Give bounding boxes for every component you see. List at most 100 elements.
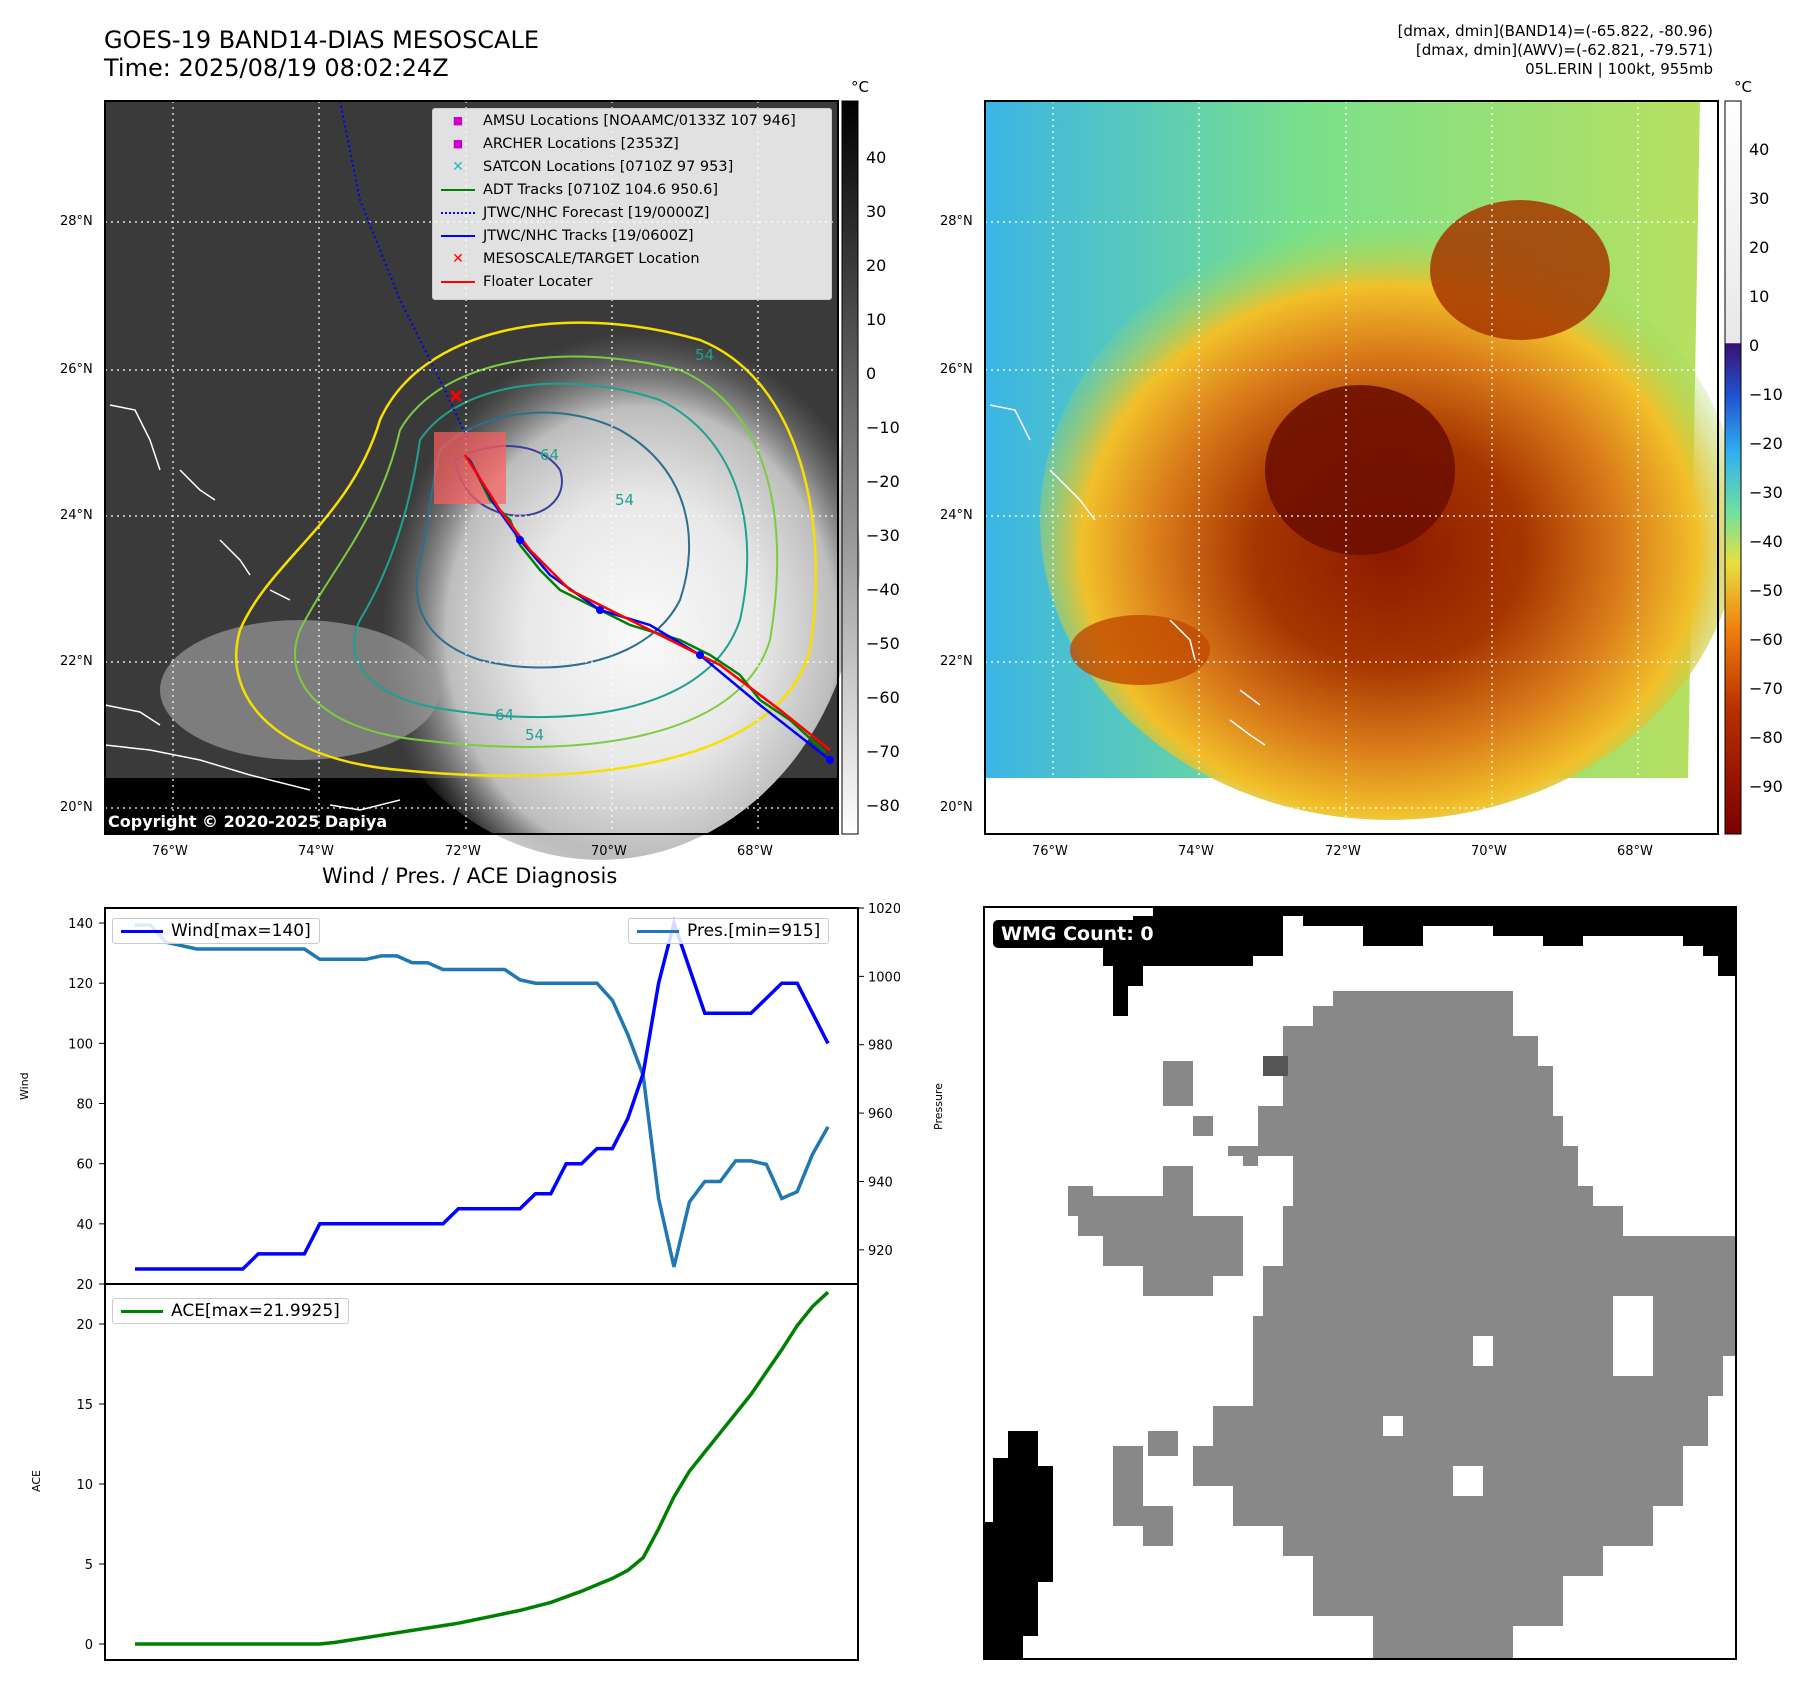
legend-label: ARCHER Locations [2353Z] xyxy=(483,135,679,152)
ace-series-line xyxy=(135,1290,830,1646)
legend-label: ADT Tracks [0710Z 104.6 950.6] xyxy=(483,181,719,198)
ir-lon-label: 72°W xyxy=(445,844,481,859)
copyright-text: Copyright © 2020-2025 Dapiya xyxy=(108,812,388,831)
ir-storm-clouds xyxy=(340,260,860,860)
ace-tick-label: 20 xyxy=(76,1318,93,1333)
ir-panel: 64 54 54 64 54 xyxy=(104,100,1742,860)
legend-marker-icon xyxy=(441,280,475,283)
ir-cb-tick: 0 xyxy=(866,364,877,383)
legend-item: Floater Locater xyxy=(433,270,831,293)
color-cb-tick: 10 xyxy=(1749,287,1770,306)
color-frame xyxy=(984,100,1719,835)
legend-label: MESOSCALE/TARGET Location xyxy=(483,250,700,267)
color-lat-label: 22°N xyxy=(940,654,973,669)
legend-marker-icon xyxy=(441,211,475,214)
ace-tick-label: 15 xyxy=(76,1398,93,1413)
legend-label: JTWC/NHC Forecast [19/0000Z] xyxy=(483,204,710,221)
wmg-frame xyxy=(983,906,1737,1660)
legend-label: Floater Locater xyxy=(483,273,593,290)
legend-marker-icon: ■ xyxy=(452,114,464,127)
legend-item: ADT Tracks [0710Z 104.6 950.6] xyxy=(433,178,831,201)
ace-plot: 0 5 10 15 20 xyxy=(76,1283,859,1661)
color-cb-tick: −10 xyxy=(1749,385,1783,404)
pressure-legend-swatch xyxy=(637,929,679,933)
contour-label: 54 xyxy=(695,346,714,364)
color-cb-tick: 30 xyxy=(1749,189,1770,208)
wind-tick-label: 120 xyxy=(68,977,93,992)
title-line-2: Time: 2025/08/19 08:02:24Z xyxy=(104,54,449,82)
wmg-gray-region xyxy=(1193,991,1737,1660)
color-cb-tick: −80 xyxy=(1749,728,1783,747)
legend-label: SATCON Locations [0710Z 97 953] xyxy=(483,158,734,175)
wmg-panel xyxy=(983,906,1737,1660)
ir-lon-label: 76°W xyxy=(152,844,188,859)
diagnosis-title: Wind / Pres. / ACE Diagnosis xyxy=(322,864,618,888)
color-cb-tick: −60 xyxy=(1749,630,1783,649)
color-lat-label: 28°N xyxy=(940,214,973,229)
ir-contour-labels: 64 54 54 64 54 xyxy=(495,346,714,744)
wind-series-line xyxy=(135,916,830,1271)
ir-cb-tick: 20 xyxy=(866,256,887,275)
ace-tick-label: 5 xyxy=(85,1558,93,1573)
ir-lat-label: 22°N xyxy=(60,654,93,669)
stats-block: [dmax, dmin](BAND14)=(-65.822, -80.96) [… xyxy=(1398,22,1713,79)
ir-lat-label: 24°N xyxy=(60,508,93,523)
legend-item: ✕ MESOSCALE/TARGET Location xyxy=(433,247,831,270)
ir-cb-tick: −30 xyxy=(866,526,900,545)
wind-legend-label: Wind[max=140] xyxy=(171,921,311,941)
ace-axis-title: ACE xyxy=(30,1470,43,1492)
contour-label: 64 xyxy=(540,446,559,464)
pressure-legend-label: Pres.[min=915] xyxy=(687,921,821,941)
ir-frame xyxy=(104,100,839,835)
contour-green xyxy=(294,355,779,748)
ir-coastlines xyxy=(104,404,401,811)
ir-cb-tick: −60 xyxy=(866,688,900,707)
ir-cb-tick: 40 xyxy=(866,148,887,167)
ir-cb-tick: −70 xyxy=(866,742,900,761)
color-outflow xyxy=(1430,200,1610,340)
pressure-legend: Pres.[min=915] xyxy=(628,918,830,944)
wind-tick-label: 80 xyxy=(76,1098,93,1113)
legend-item: JTWC/NHC Tracks [19/0600Z] xyxy=(433,224,831,247)
ir-colorbar-ticks: 40 30 20 10 0 −10 −20 −30 −40 −50 −60 −7… xyxy=(866,0,926,900)
legend-marker-icon: ✕ xyxy=(452,250,464,267)
ir-lon-label: 68°W xyxy=(737,844,773,859)
wind-axis-title: Wind xyxy=(18,1072,31,1100)
ir-legend: ■ AMSU Locations [NOAAMC/0133Z 107 946] ■ A… xyxy=(432,108,832,300)
wind-tick-label: 20 xyxy=(76,1278,93,1293)
ace-legend: ACE[max=21.9925] xyxy=(112,1298,349,1324)
wmg-holes xyxy=(1383,1296,1653,1496)
ir-lat-label: 26°N xyxy=(60,362,93,377)
storm-info: 05L.ERIN | 100kt, 955mb xyxy=(1525,60,1713,78)
ace-tick-label: 0 xyxy=(85,1638,93,1653)
pressure-tick-label: 1020 xyxy=(868,902,900,917)
ir-cb-tick: 30 xyxy=(866,202,887,221)
pressure-tick-label: 960 xyxy=(868,1107,893,1122)
wind-tick-label: 100 xyxy=(68,1037,93,1052)
legend-marker-icon xyxy=(441,234,475,237)
contour-label: 54 xyxy=(615,491,634,509)
contour-blue xyxy=(415,411,691,669)
ace-tick-label: 10 xyxy=(76,1478,93,1493)
color-core xyxy=(1265,385,1455,555)
wmg-gray-region xyxy=(1163,1061,1213,1136)
contour-label: 54 xyxy=(525,726,544,744)
floater-track xyxy=(463,454,831,751)
legend-marker-icon: ■ xyxy=(452,137,464,150)
legend-label: AMSU Locations [NOAAMC/0133Z 107 946] xyxy=(483,112,796,129)
wind-plot-frame xyxy=(104,907,859,1285)
ir-cb-tick: −10 xyxy=(866,418,900,437)
ir-cb-tick: −50 xyxy=(866,634,900,653)
color-cb-tick: 0 xyxy=(1749,336,1760,355)
color-lat-label: 24°N xyxy=(940,508,973,523)
ir-cb-tick: −20 xyxy=(866,472,900,491)
wind-tick-label: 60 xyxy=(76,1158,93,1173)
color-outer-band xyxy=(1070,615,1210,685)
color-colorbar-unit: °C xyxy=(1734,78,1752,96)
wind-legend-swatch xyxy=(121,929,163,933)
wind-pressure-plot: 20 40 60 80 100 120 140 920 940 960 980 1000 1020 xyxy=(68,902,900,1293)
legend-item: ■ ARCHER Locations [2353Z] xyxy=(433,132,831,155)
color-cb-tick: −50 xyxy=(1749,581,1783,600)
contour-label: 64 xyxy=(495,706,514,724)
